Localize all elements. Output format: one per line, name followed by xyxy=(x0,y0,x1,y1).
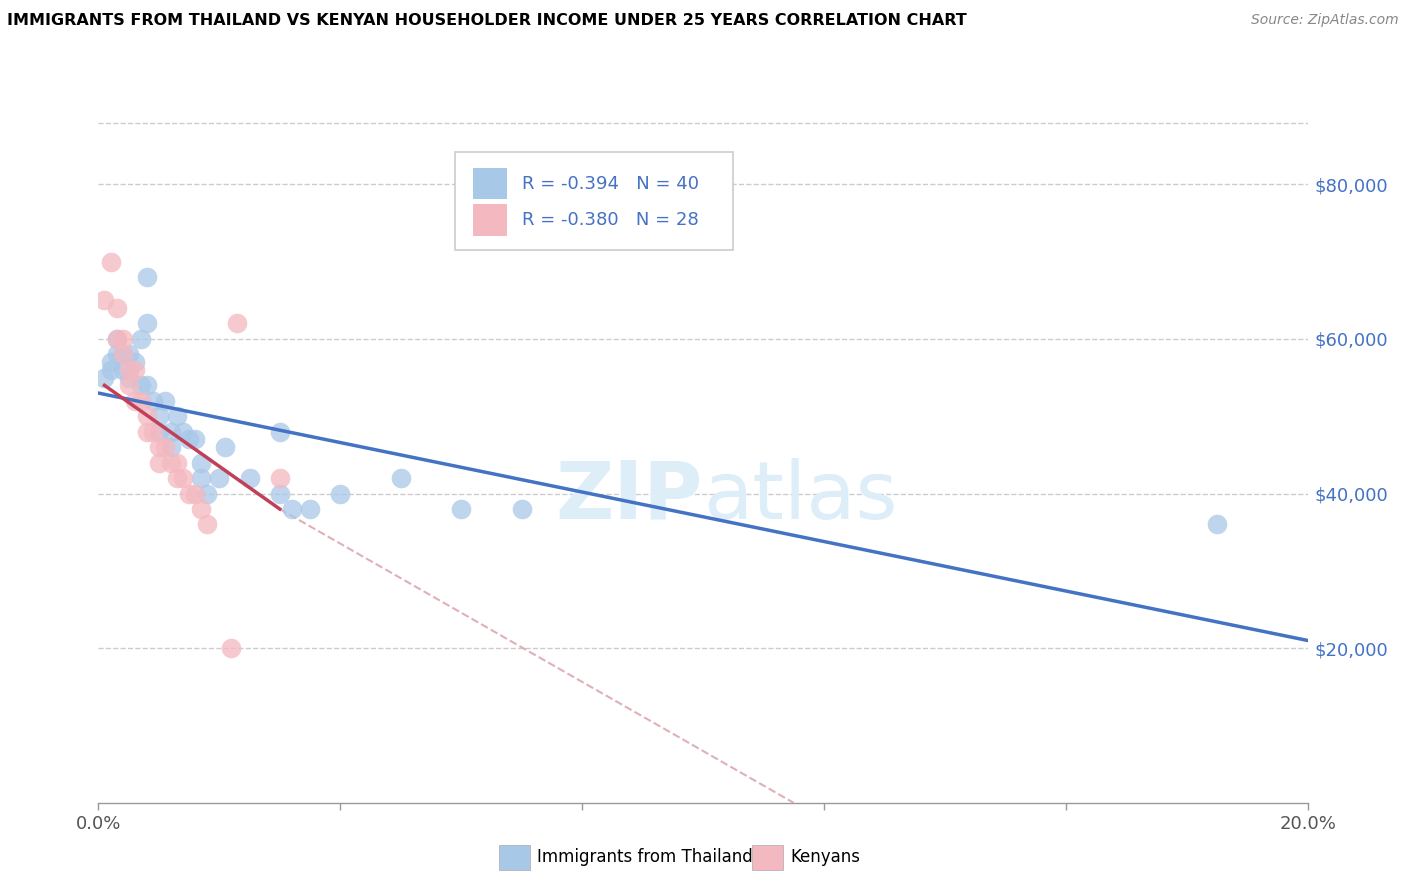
FancyBboxPatch shape xyxy=(456,153,734,250)
Point xyxy=(184,433,207,447)
Point xyxy=(105,332,128,346)
Point xyxy=(190,471,212,485)
Point xyxy=(142,393,165,408)
Point xyxy=(124,355,146,369)
Text: R = -0.394   N = 40: R = -0.394 N = 40 xyxy=(522,175,699,193)
Point xyxy=(129,378,152,392)
Point xyxy=(118,370,141,384)
Point xyxy=(148,425,170,439)
Text: ZIP: ZIP xyxy=(555,458,703,536)
Text: atlas: atlas xyxy=(703,458,897,536)
Point xyxy=(118,363,141,377)
Point xyxy=(239,471,262,485)
Point xyxy=(135,378,157,392)
Point xyxy=(100,355,122,369)
Point xyxy=(153,393,176,408)
Point xyxy=(184,486,207,500)
Point xyxy=(179,486,201,500)
Point xyxy=(269,486,291,500)
Text: Immigrants from Thailand: Immigrants from Thailand xyxy=(537,848,752,866)
Point xyxy=(190,502,212,516)
Point xyxy=(226,317,249,331)
Point xyxy=(389,471,412,485)
Point xyxy=(135,317,157,331)
FancyBboxPatch shape xyxy=(474,204,508,235)
Point xyxy=(166,409,188,424)
Point xyxy=(153,440,176,454)
Point xyxy=(281,502,304,516)
Point xyxy=(100,254,122,268)
Point xyxy=(148,456,170,470)
Point xyxy=(269,471,291,485)
Point xyxy=(172,471,194,485)
FancyBboxPatch shape xyxy=(474,168,508,199)
Text: IMMIGRANTS FROM THAILAND VS KENYAN HOUSEHOLDER INCOME UNDER 25 YEARS CORRELATION: IMMIGRANTS FROM THAILAND VS KENYAN HOUSE… xyxy=(7,13,967,29)
Point xyxy=(148,440,170,454)
Point xyxy=(172,425,194,439)
Point xyxy=(195,486,218,500)
Point xyxy=(269,425,291,439)
Point xyxy=(160,456,183,470)
Point xyxy=(124,363,146,377)
Point xyxy=(160,440,183,454)
Point xyxy=(135,425,157,439)
Point xyxy=(111,363,134,377)
Text: R = -0.380   N = 28: R = -0.380 N = 28 xyxy=(522,211,699,229)
Point xyxy=(190,456,212,470)
Point xyxy=(124,393,146,408)
Point xyxy=(105,301,128,315)
Point xyxy=(118,378,141,392)
Point xyxy=(93,293,115,308)
Point xyxy=(135,270,157,285)
Text: Source: ZipAtlas.com: Source: ZipAtlas.com xyxy=(1251,13,1399,28)
Point xyxy=(1206,517,1229,532)
Text: Kenyans: Kenyans xyxy=(790,848,860,866)
Point xyxy=(111,332,134,346)
Point xyxy=(105,347,128,361)
Point xyxy=(111,347,134,361)
Point xyxy=(93,370,115,384)
Point xyxy=(179,433,201,447)
Point xyxy=(129,393,152,408)
Point xyxy=(195,517,218,532)
Point xyxy=(166,471,188,485)
Point xyxy=(100,363,122,377)
Point xyxy=(160,425,183,439)
Point xyxy=(118,347,141,361)
Point xyxy=(221,641,243,656)
Point xyxy=(129,332,152,346)
Point xyxy=(208,471,231,485)
Point xyxy=(166,456,188,470)
Point xyxy=(142,425,165,439)
Point xyxy=(148,409,170,424)
Point xyxy=(135,409,157,424)
Point xyxy=(105,332,128,346)
Point xyxy=(329,486,352,500)
Point xyxy=(111,347,134,361)
Point xyxy=(299,502,322,516)
Point xyxy=(214,440,236,454)
Point xyxy=(510,502,533,516)
Point xyxy=(450,502,472,516)
